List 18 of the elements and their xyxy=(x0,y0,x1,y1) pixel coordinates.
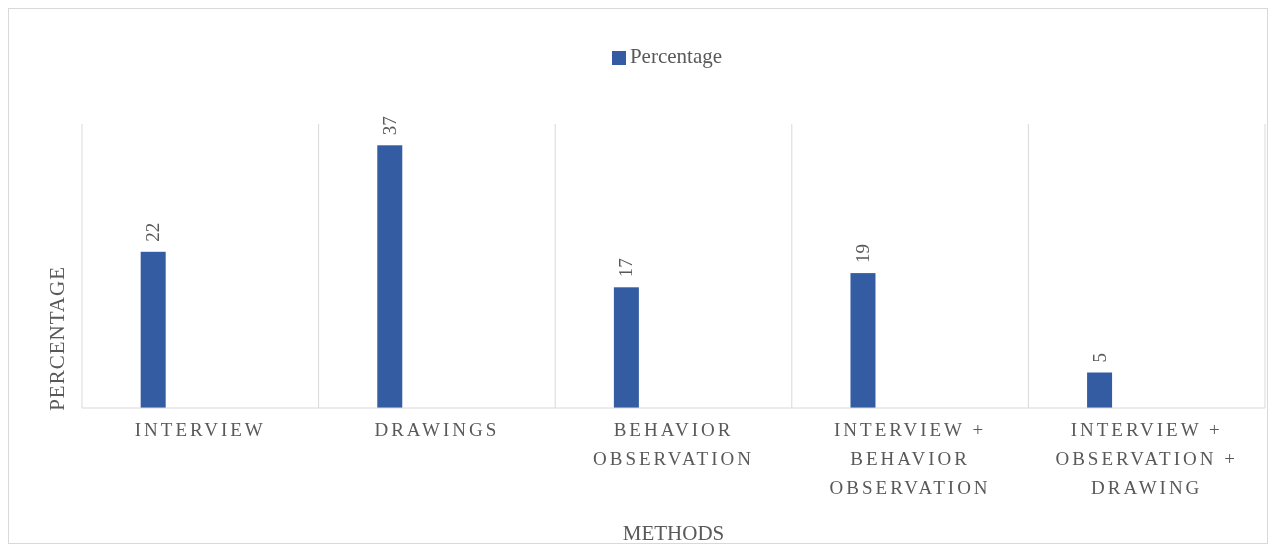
data-label: 37 xyxy=(378,116,400,136)
bar xyxy=(140,251,166,408)
data-label: 19 xyxy=(851,244,873,264)
legend-label: Percentage xyxy=(629,44,723,68)
data-label: 22 xyxy=(142,222,164,242)
x-axis-title: METHODS xyxy=(622,521,725,545)
x-tick-label: INTERVIEW + OBSERVATION + DRAWING xyxy=(1055,419,1238,498)
x-tick-label: BEHAVIOR OBSERVATION xyxy=(593,419,754,469)
y-axis-title: PERCENTAGE xyxy=(45,266,70,411)
data-label: 5 xyxy=(1088,353,1110,363)
bar xyxy=(377,145,403,408)
bar xyxy=(613,287,639,408)
bar xyxy=(850,273,876,408)
x-tick-label: INTERVIEW + BEHAVIOR OBSERVATION xyxy=(829,419,991,498)
data-label: 17 xyxy=(615,258,637,278)
x-tick-label: INTERVIEW xyxy=(134,419,266,440)
x-tick-label: DRAWINGS xyxy=(374,419,500,440)
bar xyxy=(1087,372,1113,408)
